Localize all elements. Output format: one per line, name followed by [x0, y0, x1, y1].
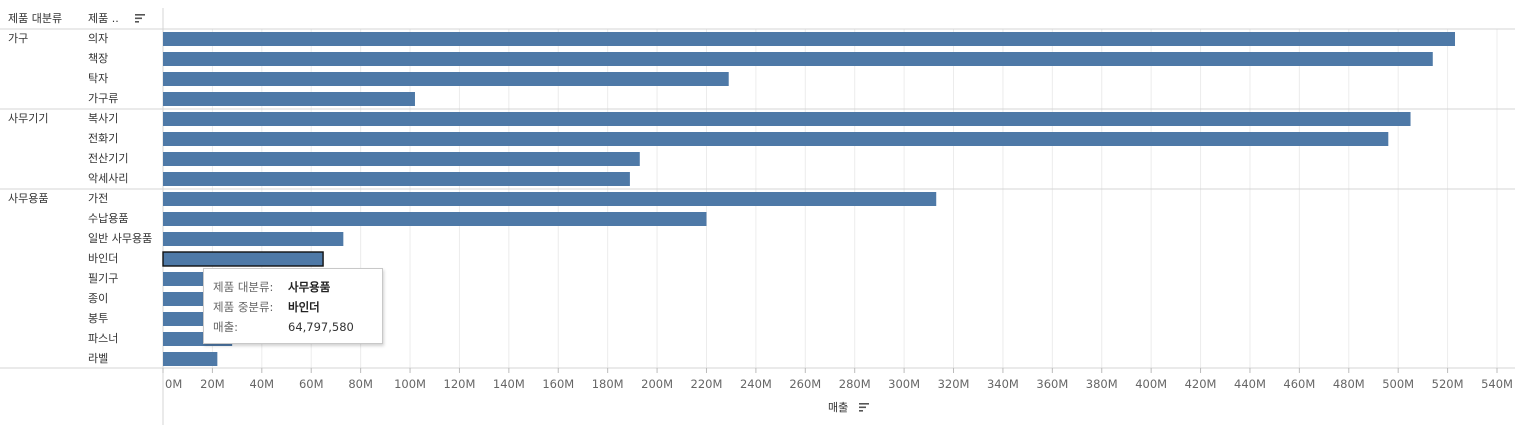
row-label[interactable]: 전화기 [88, 132, 118, 145]
x-tick-label: 280M [839, 377, 871, 391]
row-label[interactable]: 일반 사무용품 [88, 231, 152, 245]
bar[interactable] [163, 232, 344, 246]
bar[interactable] [163, 152, 640, 166]
tooltip: 제품 대분류: 사무용품 제품 중분류: 바인더 매출: 64,797,580 [203, 268, 383, 344]
x-tick-label: 480M [1333, 377, 1365, 391]
row-label[interactable]: 필기구 [88, 272, 118, 285]
x-tick-label: 460M [1283, 377, 1315, 391]
x-tick-label: 320M [938, 377, 970, 391]
row-label[interactable]: 복사기 [88, 112, 118, 125]
x-tick-label: 60M [299, 377, 324, 391]
row-label[interactable]: 파스너 [88, 332, 118, 345]
row-label[interactable]: 수납용품 [88, 212, 128, 225]
tooltip-row-sales: 매출: 64,797,580 [213, 320, 354, 334]
x-tick-label: 40M [250, 377, 275, 391]
x-tick-label: 200M [641, 377, 673, 391]
x-tick-label: 120M [444, 377, 476, 391]
x-tick-label: 360M [1036, 377, 1068, 391]
bar[interactable] [163, 352, 218, 366]
row-label[interactable]: 악세사리 [88, 172, 128, 185]
x-tick-label: 180M [592, 377, 624, 391]
x-tick-label: 100M [394, 377, 426, 391]
x-tick-label: 380M [1086, 377, 1118, 391]
tooltip-row-subcategory: 제품 중분류: 바인더 [213, 300, 320, 314]
x-tick-label: 300M [888, 377, 920, 391]
header-category[interactable]: 제품 대분류 [8, 12, 62, 25]
bar[interactable] [163, 72, 729, 86]
chart-frame [0, 8, 1515, 425]
bar[interactable] [163, 52, 1433, 66]
x-tick-label: 220M [691, 377, 723, 391]
sort-descending-icon[interactable] [135, 14, 145, 23]
row-label[interactable]: 가구류 [88, 92, 118, 105]
x-tick-label: 80M [348, 377, 373, 391]
x-tick-label: 20M [200, 377, 225, 391]
bar[interactable] [162, 251, 324, 267]
x-tick-label: 140M [493, 377, 525, 391]
bar[interactable] [163, 132, 1389, 146]
row-label[interactable]: 라벨 [88, 352, 108, 365]
bar[interactable] [163, 112, 1411, 126]
row-label[interactable]: 의자 [88, 32, 108, 45]
x-tick-label: 520M [1432, 377, 1464, 391]
bar[interactable] [163, 32, 1456, 46]
x-axis-title[interactable]: 매출 [828, 401, 848, 414]
bar[interactable] [163, 212, 707, 226]
row-label[interactable]: 책장 [88, 52, 108, 65]
x-tick-label: 440M [1234, 377, 1266, 391]
group-label[interactable]: 사무기기 [8, 112, 48, 125]
tooltip-row-category: 제품 대분류: 사무용품 [213, 280, 331, 294]
bar[interactable] [163, 192, 937, 206]
x-tick-label: 540M [1481, 377, 1513, 391]
row-label[interactable]: 전산기기 [88, 152, 128, 165]
x-tick-label: 160M [542, 377, 574, 391]
x-axis: 0M 20M 40M 60M 80M 100M 120M 140M 160M 180M 200M 22… [162, 368, 1513, 391]
row-label[interactable]: 종이 [88, 292, 108, 305]
row-label[interactable]: 탁자 [88, 72, 108, 85]
x-tick-label: 240M [740, 377, 772, 391]
x-tick-label: 340M [987, 377, 1019, 391]
x-tick-label: 500M [1382, 377, 1414, 391]
bar[interactable] [163, 172, 630, 186]
group-label[interactable]: 사무용품 [8, 192, 48, 205]
row-label[interactable]: 바인더 [88, 252, 118, 265]
row-label[interactable]: 가전 [88, 192, 108, 205]
group-label[interactable]: 가구 [8, 32, 28, 45]
x-tick-label: 0M [165, 377, 182, 391]
x-tick-label: 400M [1135, 377, 1167, 391]
x-axis-sort-icon[interactable] [859, 403, 869, 412]
x-tick-label: 260M [789, 377, 821, 391]
header-subcategory[interactable]: 제품 .. [88, 12, 119, 25]
row-label[interactable]: 봉투 [88, 312, 108, 325]
bar[interactable] [163, 92, 415, 106]
x-tick-label: 420M [1185, 377, 1217, 391]
